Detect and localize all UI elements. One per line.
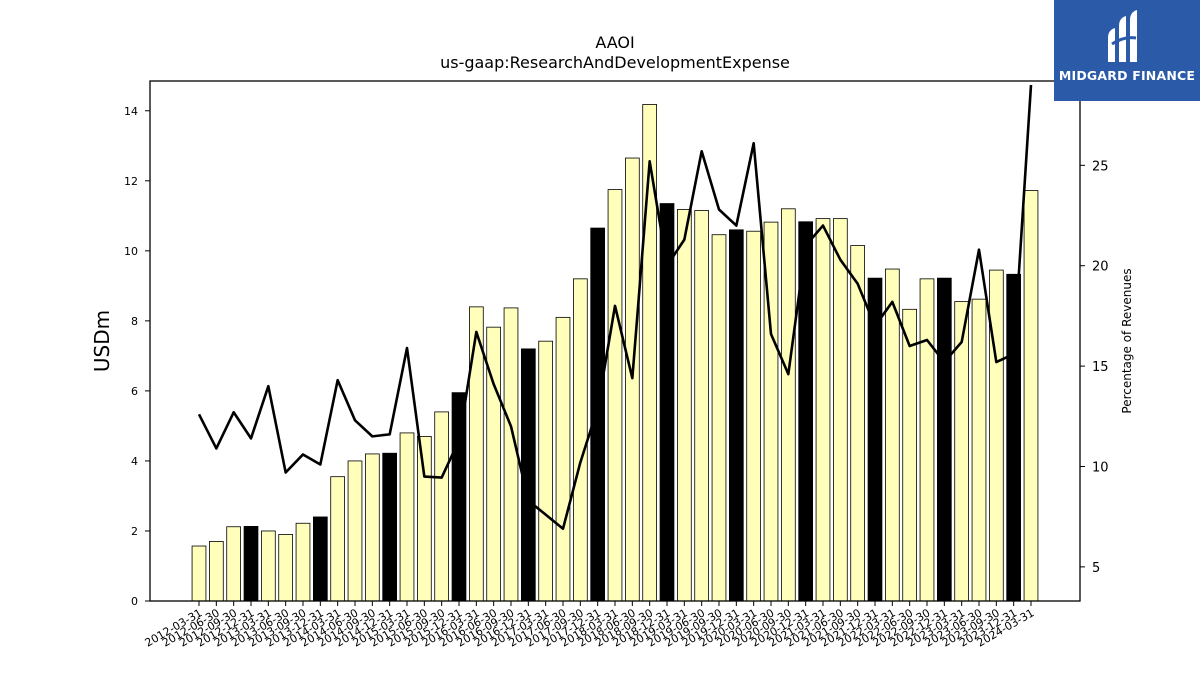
bar bbox=[573, 278, 588, 602]
bar bbox=[434, 411, 450, 602]
y-tick-label: 14 bbox=[124, 105, 138, 118]
bar bbox=[399, 432, 415, 602]
bar bbox=[937, 277, 952, 602]
bar bbox=[278, 534, 294, 602]
y2-tick-label: 20 bbox=[1092, 260, 1109, 275]
percentage-line-series bbox=[197, 84, 1033, 531]
chart-title: AAOI bbox=[595, 33, 634, 52]
bar bbox=[1023, 190, 1039, 602]
bar bbox=[607, 189, 623, 602]
y2-tick-label: 25 bbox=[1092, 159, 1109, 174]
bar bbox=[694, 210, 709, 602]
bar bbox=[642, 104, 657, 602]
bar bbox=[243, 526, 259, 602]
y-tick-label: 4 bbox=[131, 455, 138, 468]
bar bbox=[833, 218, 848, 602]
bar bbox=[382, 452, 398, 602]
bar bbox=[885, 268, 900, 602]
y-tick-label: 6 bbox=[131, 385, 138, 398]
y-axis-label: USDm bbox=[90, 310, 114, 372]
y2-tick-label: 15 bbox=[1092, 360, 1109, 375]
y-tick-label: 8 bbox=[131, 315, 138, 328]
bar bbox=[555, 316, 571, 602]
bar bbox=[971, 298, 987, 602]
bar bbox=[902, 308, 917, 602]
y2-tick-label: 10 bbox=[1092, 460, 1109, 475]
bar bbox=[677, 209, 692, 602]
bar bbox=[815, 218, 831, 602]
bar bbox=[781, 208, 796, 602]
y-tick-label: 12 bbox=[124, 175, 138, 188]
bar bbox=[347, 460, 363, 602]
bar bbox=[295, 522, 311, 602]
bar bbox=[416, 436, 432, 602]
bar bbox=[312, 516, 328, 602]
bar bbox=[989, 269, 1004, 602]
bar bbox=[260, 530, 276, 602]
bar bbox=[451, 392, 467, 602]
midgard-logo-icon bbox=[1108, 10, 1137, 62]
bar bbox=[208, 541, 224, 602]
y-tick-label: 2 bbox=[131, 525, 138, 538]
bar bbox=[746, 230, 761, 602]
bar bbox=[711, 234, 727, 602]
bar bbox=[330, 476, 346, 602]
bar bbox=[468, 306, 484, 602]
bar bbox=[919, 278, 935, 602]
bar bbox=[226, 526, 241, 602]
y2-tick-label: 5 bbox=[1092, 561, 1100, 576]
bar bbox=[503, 307, 519, 602]
logo-text: MIDGARD FINANCE bbox=[1058, 68, 1196, 83]
bar bbox=[1006, 273, 1021, 602]
bar bbox=[729, 229, 744, 602]
bar bbox=[538, 340, 553, 602]
y-tick-label: 10 bbox=[124, 245, 138, 258]
percentage-line bbox=[197, 84, 1033, 531]
bar bbox=[191, 545, 207, 602]
bar-series bbox=[191, 104, 1039, 602]
y2-axis-label: Percentage of Revenues bbox=[1120, 268, 1134, 413]
chart-subtitle: us-gaap:ResearchAndDevelopmentExpense bbox=[440, 53, 790, 72]
bar bbox=[625, 157, 640, 602]
bar bbox=[590, 227, 605, 602]
bar bbox=[364, 453, 380, 602]
midgard-finance-logo: MIDGARD FINANCE bbox=[1054, 0, 1200, 101]
y-tick-label: 0 bbox=[131, 595, 138, 608]
